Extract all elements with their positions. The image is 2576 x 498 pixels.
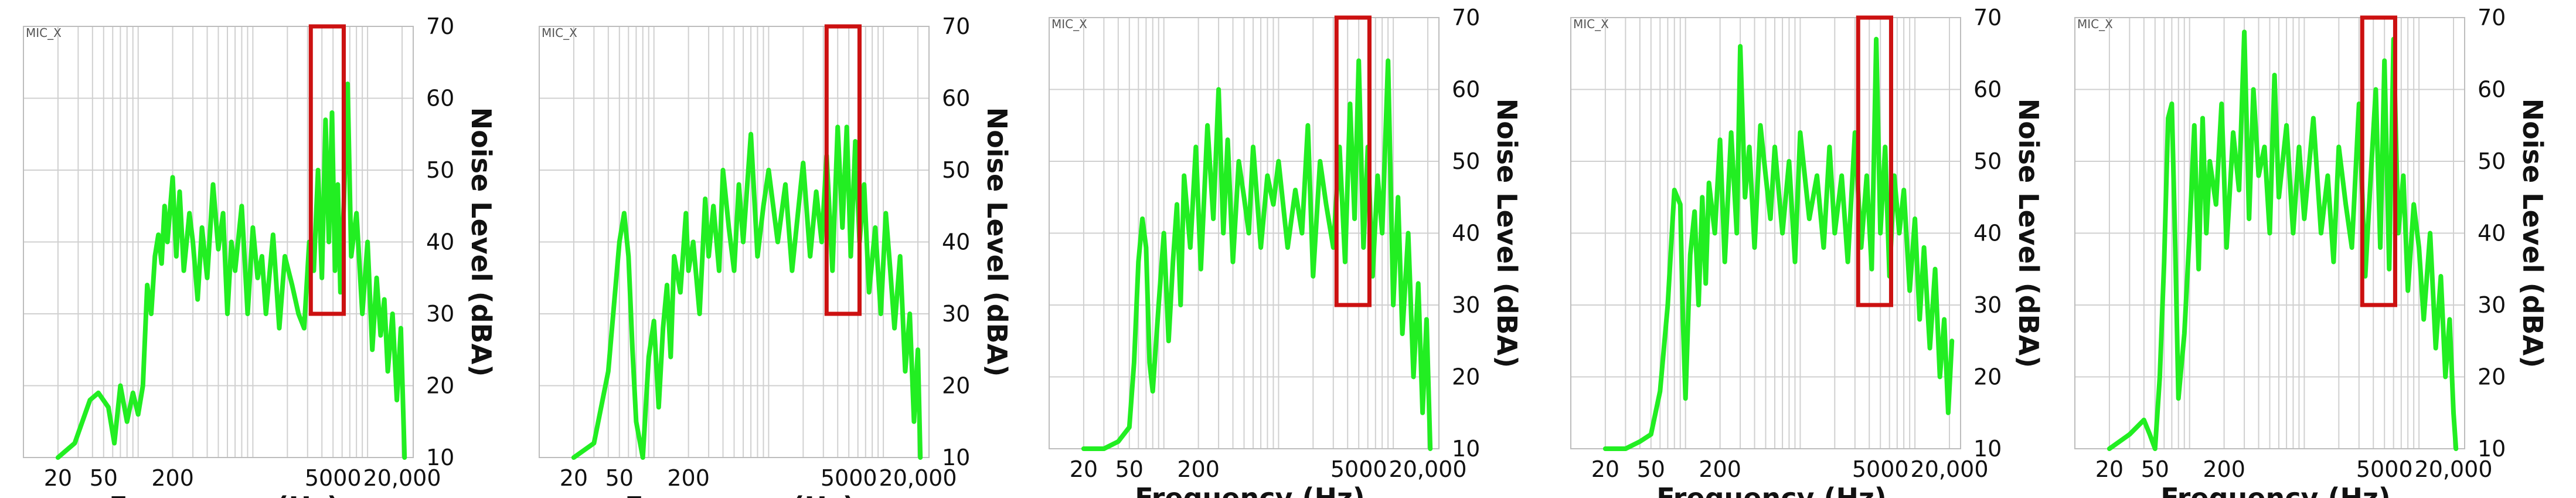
- x-axis-title: Frequency (Hz): [1135, 482, 1365, 498]
- x-tick-label: 20: [1591, 456, 1619, 482]
- x-tick-label: 20,000: [879, 465, 957, 491]
- y-tick-label: 50: [1452, 148, 1480, 174]
- noise-trace: [55, 82, 407, 460]
- x-tick-label: 20,000: [363, 465, 441, 491]
- chart-panel-4: MIC_X 10 20 30 40 50 60 70 20 50 200 5000 20,000 Freq…: [1570, 5, 2044, 498]
- y-tick-label: 20: [942, 373, 970, 399]
- y-tick-label: 10: [942, 445, 970, 470]
- y-tick-label: 50: [426, 157, 454, 183]
- x-tick-label: 200: [1699, 456, 1741, 482]
- y-tick-label: 40: [426, 229, 454, 255]
- x-axis-title: Frequency (Hz): [1656, 482, 1887, 498]
- y-tick-label: 30: [426, 301, 454, 327]
- panel-label: MIC_X: [542, 26, 577, 40]
- y-tick-label: 60: [1973, 77, 2002, 103]
- x-tick-label: 20: [1070, 456, 1098, 482]
- y-tick-label: 70: [942, 13, 970, 39]
- x-tick-label: 20: [560, 465, 588, 491]
- x-tick-label: 50: [1115, 456, 1144, 482]
- y-axis-title: Noise Level (dBA): [2013, 99, 2044, 368]
- noise-trace: [2107, 29, 2459, 451]
- x-tick-label: 5000: [821, 465, 877, 491]
- y-tick-label: 70: [2478, 5, 2506, 31]
- y-tick-label: 60: [1452, 77, 1480, 103]
- y-tick-label: 10: [1452, 436, 1480, 462]
- highlight-box: [824, 24, 862, 316]
- x-tick-label: 50: [605, 465, 634, 491]
- highlight-box: [2360, 15, 2397, 307]
- plot-frame: [23, 26, 414, 458]
- plot-frame: [539, 26, 930, 458]
- y-tick-label: 40: [2478, 221, 2506, 246]
- y-tick-label: 60: [2478, 77, 2506, 103]
- x-axis-title: Frequency (Hz): [625, 491, 855, 498]
- y-tick-label: 30: [1973, 292, 2002, 318]
- x-tick-label: 5000: [2356, 456, 2413, 482]
- plot-frame: [2074, 17, 2465, 449]
- x-tick-label: 200: [2203, 456, 2245, 482]
- y-tick-label: 10: [1973, 436, 2002, 462]
- x-tick-label: 20: [2095, 456, 2124, 482]
- x-tick-label: 50: [2141, 456, 2169, 482]
- x-tick-label: 5000: [1852, 456, 1909, 482]
- panel-label: MIC_X: [1573, 17, 1609, 31]
- panel-label: MIC_X: [1052, 17, 1087, 31]
- x-axis-title: Frequency (Hz): [2160, 482, 2391, 498]
- y-tick-label: 70: [1452, 5, 1480, 31]
- y-tick-label: 10: [2478, 436, 2506, 462]
- x-tick-label: 5000: [305, 465, 362, 491]
- y-tick-label: 30: [2478, 292, 2506, 318]
- chart-panel-3: MIC_X 10 20 30 40 50 60 70 20 50 200 5000 20,000 Freq…: [1049, 5, 1523, 498]
- x-tick-label: 20: [44, 465, 72, 491]
- noise-trace: [571, 124, 923, 460]
- noise-trace: [1602, 36, 1955, 451]
- y-tick-label: 70: [1973, 5, 2002, 31]
- y-tick-label: 50: [942, 157, 970, 183]
- x-tick-label: 200: [1177, 456, 1220, 482]
- highlight-box: [308, 24, 346, 316]
- y-axis-title: Noise Level (dBA): [465, 107, 497, 377]
- highlight-box: [1856, 15, 1893, 307]
- y-tick-label: 50: [1973, 148, 2002, 174]
- plot-frame: [1570, 17, 1961, 449]
- y-tick-label: 40: [1452, 221, 1480, 246]
- y-tick-label: 70: [426, 13, 454, 39]
- x-tick-label: 5000: [1330, 456, 1387, 482]
- y-axis-title: Noise Level (dBA): [2517, 99, 2548, 368]
- y-tick-label: 10: [426, 445, 454, 470]
- y-tick-label: 30: [942, 301, 970, 327]
- y-tick-label: 50: [2478, 148, 2506, 174]
- x-tick-label: 20,000: [1389, 456, 1467, 482]
- x-tick-label: 20,000: [1911, 456, 1989, 482]
- y-tick-label: 20: [1452, 364, 1480, 390]
- chart-panel-5: MIC_X 10 20 30 40 50 60 70 20 50 200 5000 20,000 Freq…: [2074, 5, 2548, 498]
- y-tick-label: 20: [1973, 364, 2002, 390]
- noise-trace: [1081, 58, 1433, 451]
- x-tick-label: 20,000: [2415, 456, 2493, 482]
- plot-frame: [1049, 17, 1440, 449]
- x-tick-label: 50: [1637, 456, 1665, 482]
- x-tick-label: 200: [667, 465, 710, 491]
- x-axis-title: Frequency (Hz): [109, 491, 339, 498]
- y-axis-title: Noise Level (dBA): [1491, 99, 1523, 368]
- x-tick-label: 200: [151, 465, 194, 491]
- panel-label: MIC_X: [2077, 17, 2113, 31]
- y-tick-label: 20: [426, 373, 454, 399]
- y-tick-label: 60: [426, 86, 454, 111]
- y-tick-label: 30: [1452, 292, 1480, 318]
- y-tick-label: 40: [1973, 221, 2002, 246]
- y-tick-label: 60: [942, 86, 970, 111]
- highlight-box: [1334, 15, 1372, 307]
- x-tick-label: 50: [90, 465, 118, 491]
- panel-label: MIC_X: [26, 26, 62, 40]
- y-axis-title: Noise Level (dBA): [981, 107, 1013, 377]
- y-tick-label: 40: [942, 229, 970, 255]
- y-tick-label: 20: [2478, 364, 2506, 390]
